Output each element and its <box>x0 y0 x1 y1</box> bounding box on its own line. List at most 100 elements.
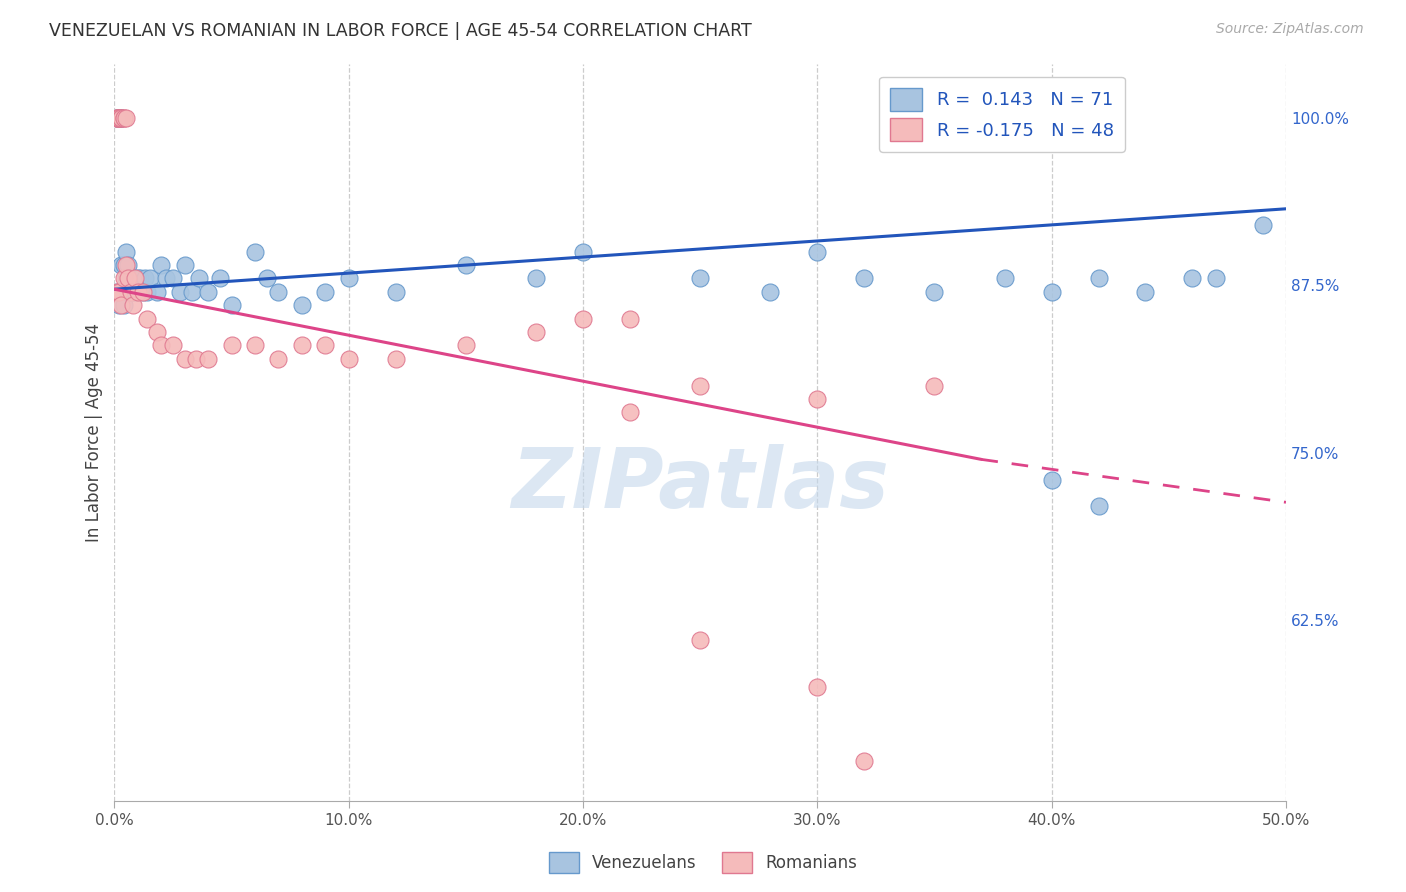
Point <box>105 111 128 125</box>
Point <box>155 271 177 285</box>
Point <box>162 271 184 285</box>
Point <box>1040 285 1063 299</box>
Point <box>115 258 138 272</box>
Point <box>454 258 477 272</box>
Legend: Venezuelans, Romanians: Venezuelans, Romanians <box>543 846 863 880</box>
Point <box>112 271 135 285</box>
Point <box>105 285 128 299</box>
Point <box>131 285 153 299</box>
Point <box>124 271 146 285</box>
Point <box>110 111 132 125</box>
Point <box>108 285 131 299</box>
Point <box>187 271 209 285</box>
Point <box>108 285 131 299</box>
Point <box>243 244 266 259</box>
Point <box>108 111 131 125</box>
Point <box>1087 271 1109 285</box>
Point <box>1251 218 1274 232</box>
Point <box>267 351 290 366</box>
Point <box>117 258 139 272</box>
Point <box>136 285 159 299</box>
Point <box>138 271 160 285</box>
Legend: R =  0.143   N = 71, R = -0.175   N = 48: R = 0.143 N = 71, R = -0.175 N = 48 <box>879 77 1125 152</box>
Point <box>105 111 128 125</box>
Point <box>1087 500 1109 514</box>
Point <box>572 244 595 259</box>
Y-axis label: In Labor Force | Age 45-54: In Labor Force | Age 45-54 <box>86 323 103 542</box>
Point <box>524 271 547 285</box>
Point <box>105 111 128 125</box>
Point <box>572 311 595 326</box>
Point <box>108 111 131 125</box>
Point <box>384 351 406 366</box>
Point <box>122 271 145 285</box>
Point <box>120 271 142 285</box>
Point <box>221 338 243 352</box>
Point <box>853 271 876 285</box>
Point <box>806 392 828 406</box>
Point <box>110 298 132 312</box>
Point <box>115 244 138 259</box>
Point <box>112 111 135 125</box>
Point <box>180 285 202 299</box>
Point <box>337 351 360 366</box>
Point <box>759 285 782 299</box>
Point <box>806 680 828 694</box>
Text: ZIPatlas: ZIPatlas <box>512 443 889 524</box>
Point <box>145 285 167 299</box>
Point <box>110 111 132 125</box>
Point <box>105 285 128 299</box>
Point <box>122 298 145 312</box>
Point <box>994 271 1017 285</box>
Point <box>110 285 132 299</box>
Point <box>122 285 145 299</box>
Point <box>108 298 131 312</box>
Point <box>105 111 128 125</box>
Point <box>108 111 131 125</box>
Point <box>115 111 138 125</box>
Point <box>454 338 477 352</box>
Point <box>112 258 135 272</box>
Point <box>134 271 156 285</box>
Point <box>689 271 711 285</box>
Point <box>169 285 191 299</box>
Point <box>853 754 876 768</box>
Point <box>384 285 406 299</box>
Point <box>115 271 138 285</box>
Point <box>924 378 946 392</box>
Point <box>173 351 195 366</box>
Point <box>127 285 149 299</box>
Point <box>127 285 149 299</box>
Point <box>1181 271 1204 285</box>
Point <box>129 271 152 285</box>
Point <box>105 111 128 125</box>
Point <box>337 271 360 285</box>
Point <box>124 271 146 285</box>
Point <box>162 338 184 352</box>
Point <box>150 258 173 272</box>
Point <box>291 298 314 312</box>
Point <box>136 311 159 326</box>
Point <box>208 271 231 285</box>
Point <box>150 338 173 352</box>
Point <box>173 258 195 272</box>
Point <box>619 405 641 419</box>
Point <box>256 271 278 285</box>
Point <box>127 271 149 285</box>
Point <box>619 311 641 326</box>
Point <box>806 244 828 259</box>
Point <box>197 351 219 366</box>
Point <box>924 285 946 299</box>
Point <box>221 298 243 312</box>
Point <box>243 338 266 352</box>
Point <box>131 285 153 299</box>
Text: VENEZUELAN VS ROMANIAN IN LABOR FORCE | AGE 45-54 CORRELATION CHART: VENEZUELAN VS ROMANIAN IN LABOR FORCE | … <box>49 22 752 40</box>
Point <box>689 633 711 648</box>
Point <box>112 111 135 125</box>
Point <box>197 285 219 299</box>
Point <box>314 285 336 299</box>
Point <box>145 325 167 339</box>
Point <box>1135 285 1157 299</box>
Point <box>267 285 290 299</box>
Point <box>120 285 142 299</box>
